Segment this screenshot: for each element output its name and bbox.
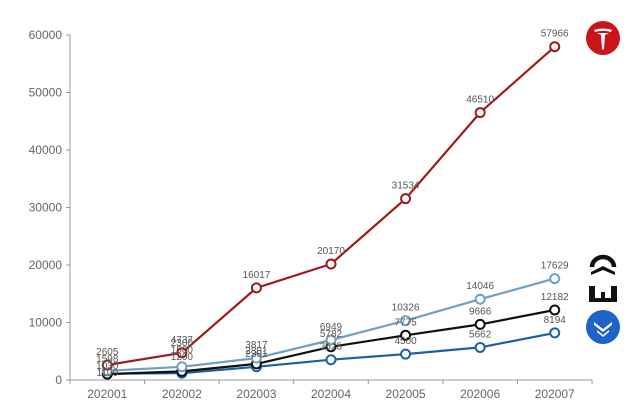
y-tick-label: 30000 <box>29 201 63 215</box>
y-tick-label: 0 <box>55 373 62 387</box>
data-label: 5782 <box>320 329 343 340</box>
data-point <box>250 282 262 294</box>
data-point <box>400 193 412 205</box>
data-label: 4500 <box>394 336 417 347</box>
data-label: 2300 <box>171 338 194 349</box>
data-label: 5662 <box>469 329 492 340</box>
data-label: 17629 <box>541 261 569 272</box>
data-label: 16017 <box>243 270 271 281</box>
data-point <box>250 352 262 364</box>
data-point <box>474 341 486 353</box>
data-point <box>400 348 412 360</box>
xpeng-logo-icon <box>586 310 620 344</box>
x-tick-label: 202002 <box>162 387 202 401</box>
data-label: 10326 <box>392 303 420 314</box>
data-label: 9666 <box>469 306 492 317</box>
data-label: 8194 <box>544 315 567 326</box>
data-point <box>474 318 486 330</box>
data-label: 6949 <box>320 322 343 333</box>
y-tick-label: 20000 <box>29 258 63 272</box>
data-point <box>176 361 188 373</box>
data-point <box>325 354 337 366</box>
data-label: 12182 <box>541 292 569 303</box>
data-point <box>549 41 561 53</box>
data-label: 7775 <box>394 317 417 328</box>
series-layer <box>101 41 561 380</box>
y-tick-label: 50000 <box>29 86 63 100</box>
data-label: 1598 <box>96 354 119 365</box>
data-label: 4737 <box>171 335 194 346</box>
nio-logo-icon <box>589 254 617 275</box>
data-point <box>549 273 561 285</box>
x-tick-label: 202006 <box>460 387 500 401</box>
li-auto-logo-icon <box>589 286 617 302</box>
x-tick-label: 202003 <box>236 387 276 401</box>
data-point <box>325 334 337 346</box>
y-tick-label: 10000 <box>29 316 63 330</box>
data-label: 3525 <box>320 342 343 353</box>
data-label: 31534 <box>392 181 420 192</box>
data-label: 3817 <box>245 340 268 351</box>
x-tick-label: 202001 <box>87 387 127 401</box>
x-tick-label: 202005 <box>386 387 426 401</box>
data-label: 2605 <box>96 347 119 358</box>
data-label: 20170 <box>317 246 345 257</box>
data-point <box>474 293 486 305</box>
data-point <box>400 329 412 341</box>
data-label: 1200 <box>171 352 194 363</box>
data-point <box>549 304 561 316</box>
data-point <box>400 315 412 327</box>
brand-logos <box>586 21 620 344</box>
data-labels: 2605 4737 16017 20170 31534 46510 57966 1598 230… <box>96 29 569 379</box>
data-label: 46510 <box>466 95 494 106</box>
x-tick-label: 202004 <box>311 387 351 401</box>
x-tick-label: 202007 <box>535 387 575 401</box>
data-point <box>101 359 113 371</box>
axes: 0 10000 20000 30000 40000 50000 60000 202001 202… <box>29 28 593 401</box>
data-point <box>474 107 486 119</box>
data-label: 57966 <box>541 29 569 40</box>
y-tick-label: 60000 <box>29 28 63 42</box>
data-point <box>549 327 561 339</box>
data-label: 2801 <box>245 346 268 357</box>
data-point <box>176 347 188 359</box>
tesla-logo-icon <box>586 21 620 55</box>
data-label: 1030 <box>96 361 119 372</box>
data-label: 1500 <box>171 345 194 356</box>
data-point <box>325 258 337 270</box>
data-label: 14046 <box>466 281 494 292</box>
data-label: 1100 <box>97 368 119 379</box>
data-label: 2301 <box>245 349 268 360</box>
y-tick-label: 40000 <box>29 143 63 157</box>
